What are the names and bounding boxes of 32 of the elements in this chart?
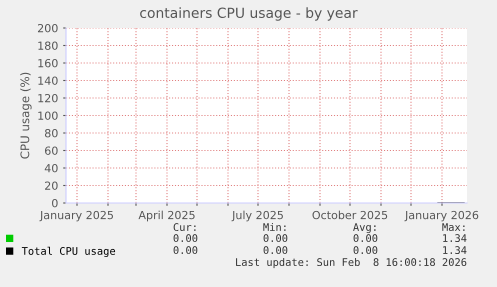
text: 0.00 — [264, 234, 288, 242]
y-tick-label: 140 — [38, 76, 58, 85]
text: 0.00 — [354, 246, 378, 254]
y-tick-label: 100 — [38, 111, 58, 120]
y-tick-label: 200 — [38, 24, 58, 32]
x-tick-label: April 2025 — [138, 210, 195, 222]
y-tick-label: 80 — [44, 128, 58, 138]
y-tick-label: 20 — [45, 181, 58, 190]
text: 0.00 — [264, 246, 288, 254]
y-tick-label: 0 — [52, 198, 58, 208]
text: Avg: — [353, 223, 376, 234]
text: Min: — [263, 222, 286, 231]
text: 1.34 — [443, 246, 467, 254]
x-tick-label: July 2025 — [232, 210, 283, 222]
text: 0.00 — [354, 234, 378, 242]
y-tick-label: 60 — [45, 146, 58, 155]
y-tick-label: 160 — [38, 58, 58, 68]
text: Last update: Sun Feb 8 16:00:18 2026 — [236, 258, 466, 268]
x-tick-label: January 2025 — [39, 210, 113, 222]
text: Cur: — [174, 223, 196, 232]
x-tick-label: January 2026 — [404, 210, 478, 222]
y-tick-label: 40 — [44, 164, 58, 172]
y-axis-title: CPU usage (%) — [20, 72, 32, 159]
text: 0.00 — [174, 234, 198, 242]
y-tick-label: 180 — [38, 41, 58, 50]
text: 1.34 — [443, 234, 467, 242]
y-tick-label: 120 — [38, 94, 58, 102]
x-tick-label: October 2025 — [312, 210, 388, 220]
text: 0.00 — [174, 246, 198, 254]
legend-label: Total CPU usage — [22, 246, 116, 257]
text: Max: — [442, 223, 464, 232]
chart-title: containers CPU usage - by year — [140, 7, 358, 21]
